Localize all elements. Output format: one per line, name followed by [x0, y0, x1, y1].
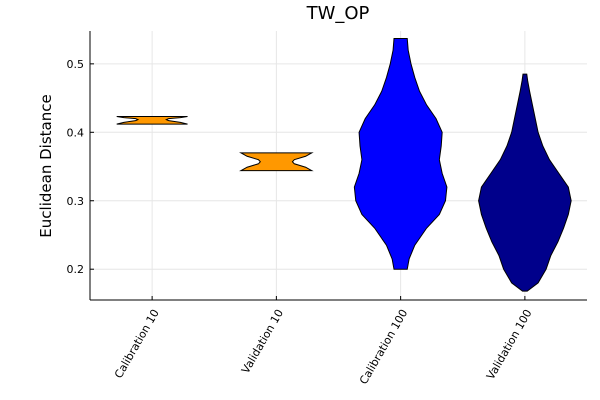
violin-validation-10	[239, 152, 314, 172]
y-axis-label: Euclidean Distance	[37, 94, 55, 237]
x-tick-label: Validation 100	[484, 307, 535, 382]
violin-validation-100	[478, 73, 572, 292]
tick-layer: 0.2 0.3 0.4 0.5 Calibration 10 Validation 10 C…	[67, 58, 535, 387]
violin-calibration-10	[116, 116, 188, 125]
axis-layer	[89, 31, 587, 301]
y-tick-label: 0.5	[67, 58, 85, 71]
violin-calibration-100	[353, 38, 448, 270]
x-tick-label: Calibration 100	[357, 307, 410, 387]
x-tick-label: Calibration 10	[112, 307, 162, 380]
violin-layer	[116, 38, 572, 292]
chart-title: TW_OP	[306, 3, 370, 24]
x-tick-label: Validation 10	[239, 307, 286, 376]
y-tick-label: 0.4	[67, 126, 85, 139]
y-tick-label: 0.2	[67, 263, 85, 276]
y-tick-label: 0.3	[67, 195, 85, 208]
